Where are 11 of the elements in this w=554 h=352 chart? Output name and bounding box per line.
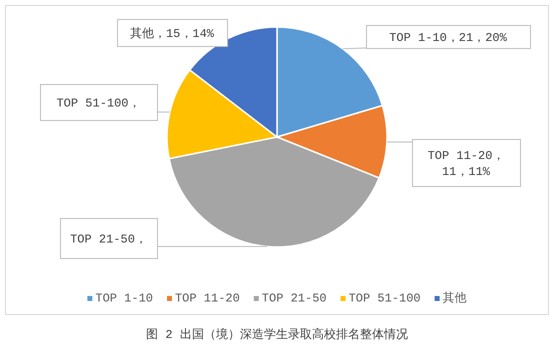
data-label: TOP 11-20， 11，11% <box>428 149 504 179</box>
data-label: TOP 51-100， <box>56 96 141 110</box>
legend-label: TOP 51-100 <box>348 292 421 306</box>
data-label: TOP 1-10，21，20% <box>389 31 508 45</box>
data-label: TOP 21-50， <box>70 232 147 246</box>
legend-label: TOP 11-20 <box>174 292 240 306</box>
legend-label: TOP 21-50 <box>262 292 327 306</box>
legend-label: TOP 1-10 <box>95 292 153 306</box>
text: 图 2 出国（境）深造学生录取高校排名整体情况 <box>146 327 408 342</box>
legend-label: 其他 <box>442 292 467 306</box>
data-label: 其他，15，14% <box>130 27 215 41</box>
